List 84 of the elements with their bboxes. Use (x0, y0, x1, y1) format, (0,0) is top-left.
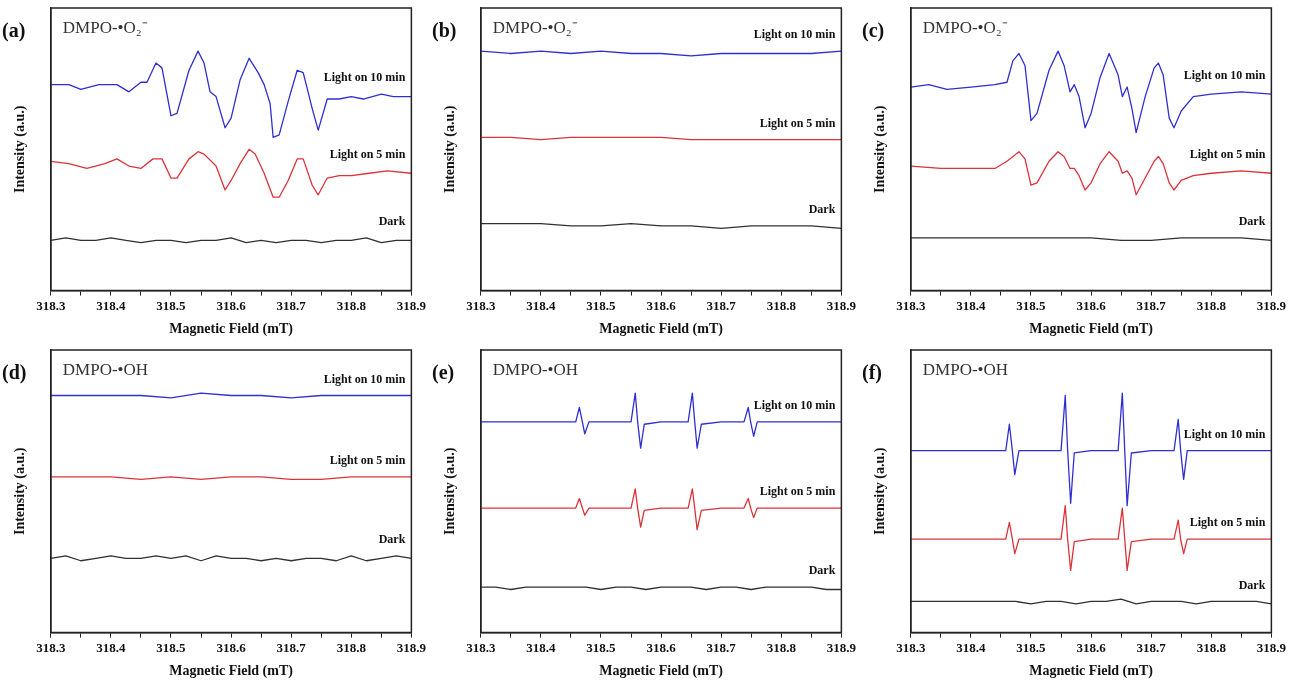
series-label: Light on 10 min (753, 397, 836, 412)
x-tick-label: 318.3 (896, 297, 926, 313)
x-axis-title: Magnetic Field (mT) (1029, 663, 1154, 680)
series-label: Dark (808, 563, 836, 578)
chart-subtitle: DMPO-•O₂⁻ (62, 17, 148, 37)
x-axis-title: Magnetic Field (mT) (169, 663, 294, 680)
x-tick-label: 318.7 (1136, 639, 1167, 655)
series-label: Light on 5 min (1189, 515, 1266, 530)
y-axis-title: Intensity (a.u.) (872, 447, 889, 536)
chart-title: (e) (432, 361, 455, 385)
series-label: Dark (378, 532, 406, 547)
series-label: Light on 5 min (759, 115, 836, 130)
y-axis-title: Intensity (a.u.) (12, 105, 29, 194)
x-tick-label: 318.6 (1076, 639, 1107, 655)
y-axis-title: Intensity (a.u.) (442, 447, 459, 536)
series-label: Dark (1238, 214, 1266, 229)
x-tick-label: 318.9 (1256, 297, 1287, 313)
series-label: Light on 5 min (329, 146, 406, 161)
x-tick-label: 318.3 (36, 639, 66, 655)
y-axis-title: Intensity (a.u.) (442, 105, 459, 194)
x-tick-label: 318.6 (646, 297, 677, 313)
x-tick-label: 318.6 (646, 639, 677, 655)
x-tick-label: 318.4 (526, 297, 557, 313)
x-tick-label: 318.5 (156, 297, 187, 313)
x-tick-label: 318.6 (216, 639, 247, 655)
series-label: Dark (808, 202, 836, 217)
x-tick-label: 318.8 (766, 297, 797, 313)
x-axis-title: Magnetic Field (mT) (599, 321, 724, 338)
x-axis-title: Magnetic Field (mT) (599, 663, 724, 680)
x-tick-label: 318.8 (766, 639, 797, 655)
x-tick-label: 318.3 (466, 639, 496, 655)
x-tick-label: 318.5 (1016, 297, 1047, 313)
series-label: Light on 10 min (753, 27, 836, 42)
series-label: Light on 10 min (323, 70, 406, 85)
series-label: Light on 5 min (759, 484, 836, 499)
x-tick-label: 318.3 (896, 639, 926, 655)
chart-subtitle: DMPO-•O₂⁻ (492, 17, 578, 37)
x-tick-label: 318.7 (276, 297, 307, 313)
y-axis-title: Intensity (a.u.) (12, 447, 29, 536)
x-tick-label: 318.4 (526, 639, 557, 655)
x-tick-label: 318.5 (156, 639, 187, 655)
x-tick-label: 318.8 (1196, 639, 1227, 655)
series-label: Light on 10 min (323, 371, 406, 386)
series-label: Dark (378, 214, 406, 229)
x-tick-label: 318.9 (826, 639, 857, 655)
x-tick-label: 318.5 (586, 639, 617, 655)
x-tick-label: 318.6 (216, 297, 247, 313)
series-label: Light on 10 min (1183, 67, 1266, 82)
x-tick-label: 318.7 (1136, 297, 1167, 313)
x-tick-label: 318.4 (96, 297, 127, 313)
series-label: Light on 5 min (329, 453, 406, 468)
x-tick-label: 318.4 (956, 639, 987, 655)
x-tick-label: 318.9 (396, 639, 427, 655)
x-tick-label: 318.4 (96, 639, 127, 655)
series-label: Dark (1238, 577, 1266, 592)
chart-title: (b) (432, 19, 457, 43)
x-axis-title: Magnetic Field (mT) (1029, 321, 1154, 338)
x-tick-label: 318.8 (336, 297, 367, 313)
x-axis-title: Magnetic Field (mT) (169, 321, 294, 338)
x-tick-label: 318.9 (396, 297, 427, 313)
chart-subtitle: DMPO-•OH (922, 359, 1009, 379)
x-tick-label: 318.5 (1016, 639, 1047, 655)
x-tick-label: 318.9 (826, 297, 857, 313)
chart-subtitle: DMPO-•OH (62, 359, 149, 379)
chart-title: (f) (862, 361, 882, 385)
chart-title: (a) (2, 19, 26, 43)
x-tick-label: 318.8 (1196, 297, 1227, 313)
x-tick-label: 318.7 (276, 639, 307, 655)
x-tick-label: 318.3 (36, 297, 66, 313)
chart-subtitle: DMPO-•O₂⁻ (922, 17, 1008, 37)
chart-subtitle: DMPO-•OH (492, 359, 579, 379)
x-tick-label: 318.4 (956, 297, 987, 313)
x-tick-label: 318.5 (586, 297, 617, 313)
x-tick-label: 318.9 (1256, 639, 1287, 655)
x-tick-label: 318.3 (466, 297, 496, 313)
chart-title: (d) (2, 361, 27, 385)
x-tick-label: 318.7 (706, 297, 737, 313)
x-tick-label: 318.8 (336, 639, 367, 655)
x-tick-label: 318.7 (706, 639, 737, 655)
series-label: Light on 10 min (1183, 426, 1266, 441)
y-axis-title: Intensity (a.u.) (872, 105, 889, 194)
chart-title: (c) (862, 19, 885, 43)
x-tick-label: 318.6 (1076, 297, 1107, 313)
series-label: Light on 5 min (1189, 146, 1266, 161)
